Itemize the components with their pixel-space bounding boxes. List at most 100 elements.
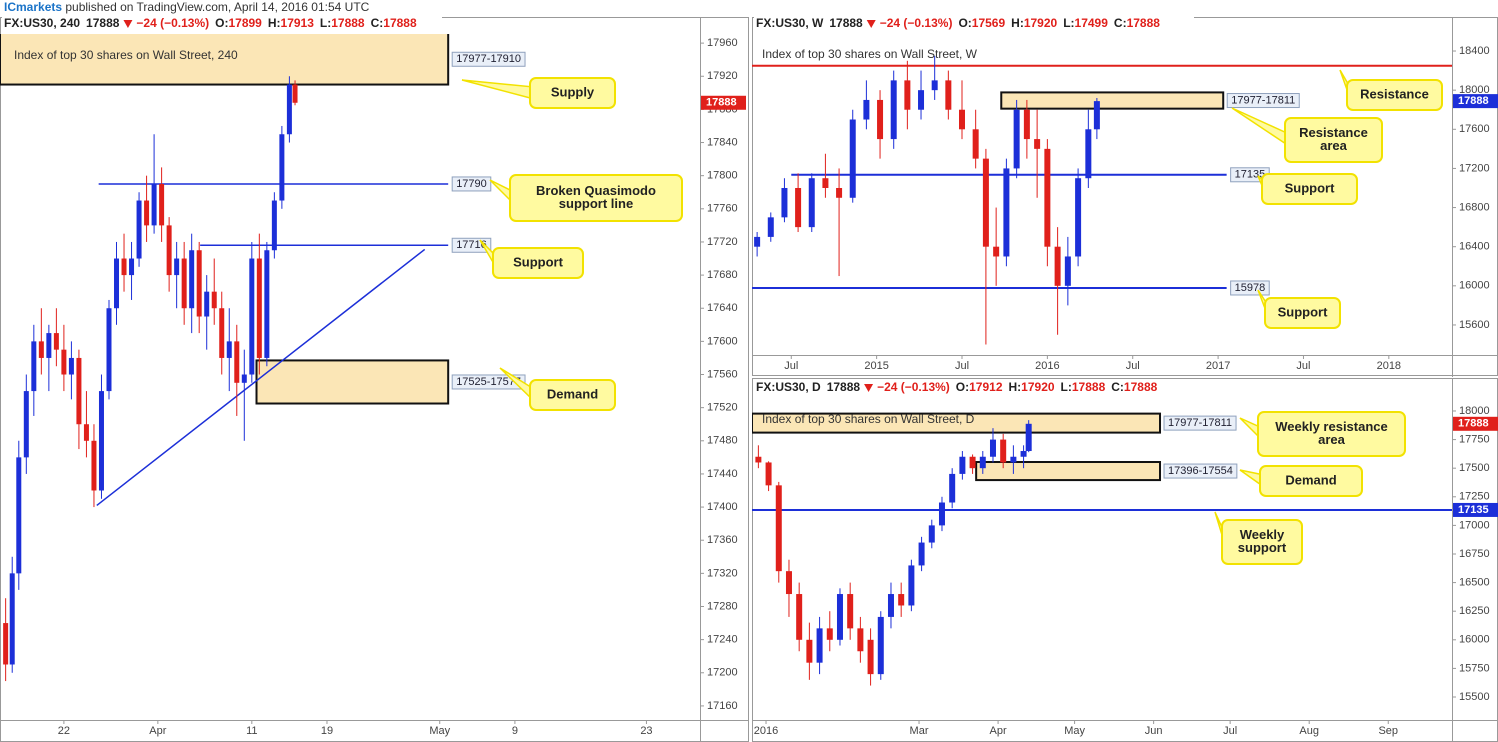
y-tick-label: 17750 [1459,433,1490,445]
change-arrow [864,384,874,392]
candle-body [908,565,915,606]
candle-body [1013,109,1020,169]
x-tick-label: 23 [640,725,652,737]
callout-text: Supply [551,84,595,99]
zone [1000,91,1225,110]
x-tick-label: 22 [58,725,70,737]
watermark: Index of top 30 shares on Wall Street, 2… [14,48,238,62]
zone-label [451,51,526,67]
callout [1259,465,1363,497]
banner-text: published on TradingView.com, April 14, … [62,0,370,14]
candle-body [982,158,989,247]
candle-body [816,628,823,663]
candle-body [877,99,884,140]
candle-body [795,187,802,228]
y-tick-label: 16000 [1459,280,1490,292]
legend-item: L: [320,16,331,30]
callout-text: area [1320,138,1348,153]
zone-label-text: 17977-17811 [1168,417,1232,429]
legend-item: 17569 [972,16,1006,30]
y-tick-label: 17360 [707,534,738,546]
candle-body [292,84,298,103]
legend-item: 17499 [1075,16,1109,30]
candle-body [836,187,843,198]
y-tick-label: 17840 [707,136,738,148]
legend-item: FX:US30, W [756,16,824,30]
y-tick-label: 17480 [707,435,738,447]
legend-item: L: [1061,380,1072,394]
change-arrow [123,20,133,28]
y-tick-label: 17000 [1459,519,1490,531]
candle-body [877,616,884,675]
callout-text: support [1238,540,1287,555]
legend-item: −24 (−0.13%) [136,16,209,30]
candle-body [806,639,813,663]
candle-body [755,456,762,463]
callout [1284,117,1383,163]
legend-item: 17899 [228,16,262,30]
candle-body [68,357,74,375]
candle-body [1085,129,1092,179]
candle-body [3,623,9,665]
legend-item: 17888 [1124,380,1158,394]
legend-item: O: [215,16,228,30]
candle-body [106,308,112,392]
x-tick-label: Sep [1378,725,1398,737]
candle-body [857,628,864,652]
legend-item: −24 (−0.13%) [880,16,953,30]
x-tick-label: May [1064,725,1085,737]
x-tick-label: Mar [910,725,929,737]
legend-item: O: [958,16,971,30]
candle-body [249,258,255,375]
legend-item: 17920 [1021,380,1055,394]
callout [1346,79,1443,111]
callout-text: Demand [1285,472,1336,487]
legend-item: 17888 [1072,380,1106,394]
candle-body [1034,139,1041,149]
candle-body [31,341,37,392]
y-tick-label: 17160 [707,700,738,712]
y-tick-label: 15500 [1459,691,1490,703]
candle-body [989,439,996,457]
candle-body [136,200,142,259]
legend-item: C: [371,16,384,30]
y-tick-label: 17600 [707,335,738,347]
x-tick-label: 2017 [1206,360,1230,372]
y-tick-label: 17640 [707,302,738,314]
last-price-box [1453,416,1498,431]
candle-body [849,119,856,198]
zone [752,412,1162,434]
y-tick-label: 17520 [707,402,738,414]
legend-item: 17888 [331,16,365,30]
legend-item: C: [1114,16,1127,30]
candle-body [38,341,44,358]
callout-text: area [1318,432,1346,447]
callout [1257,411,1406,457]
y-tick-label: 16250 [1459,605,1490,617]
candle-body [211,291,217,309]
legend-item: H: [268,16,281,30]
candle-body [904,80,911,110]
last-price-label: 17888 [706,97,737,109]
candle-body [959,456,966,474]
candle-body [151,183,157,226]
candle-body [887,594,894,617]
candle-body [969,456,976,469]
callout-text: Resistance [1299,125,1368,140]
x-tick-label: Apr [990,725,1007,737]
y-tick-label: 17800 [707,170,738,182]
legend-item: C: [1111,380,1124,394]
candle-body [754,236,761,247]
y-tick-label: 17680 [707,269,738,281]
candle-body [979,456,986,469]
candle-body [775,485,782,572]
watermark: Index of top 30 shares on Wall Street, W [762,47,978,61]
zone-label [1226,93,1300,109]
callout-text: Weekly resistance [1275,419,1388,434]
y-tick-label: 16800 [1459,201,1490,213]
candle-body [918,542,925,566]
level-label-text: 15978 [1235,282,1266,294]
candle-body [234,341,240,383]
candle-body [204,291,210,317]
x-tick-label: 2016 [754,725,778,737]
